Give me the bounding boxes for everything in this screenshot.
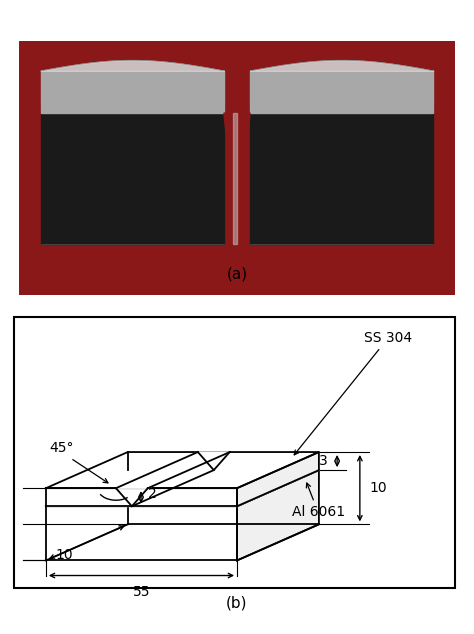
Polygon shape [237, 452, 319, 506]
Polygon shape [250, 71, 433, 113]
Text: (b): (b) [226, 595, 248, 610]
Text: 10: 10 [369, 481, 387, 495]
Polygon shape [41, 105, 224, 244]
Polygon shape [46, 452, 319, 488]
Polygon shape [116, 452, 230, 488]
Polygon shape [41, 71, 224, 113]
Polygon shape [224, 113, 250, 244]
Text: 10: 10 [55, 548, 73, 562]
Text: SS 304: SS 304 [294, 330, 412, 455]
Polygon shape [237, 470, 319, 560]
Polygon shape [46, 506, 237, 560]
Text: 3: 3 [319, 454, 328, 468]
Polygon shape [46, 470, 319, 506]
Text: Al 6061: Al 6061 [292, 483, 345, 519]
Polygon shape [250, 105, 433, 244]
Polygon shape [233, 113, 237, 244]
Text: 2: 2 [148, 487, 156, 501]
Text: (a): (a) [227, 266, 247, 281]
Text: 55: 55 [133, 585, 150, 598]
Polygon shape [46, 488, 237, 506]
Text: 45°: 45° [49, 441, 73, 455]
